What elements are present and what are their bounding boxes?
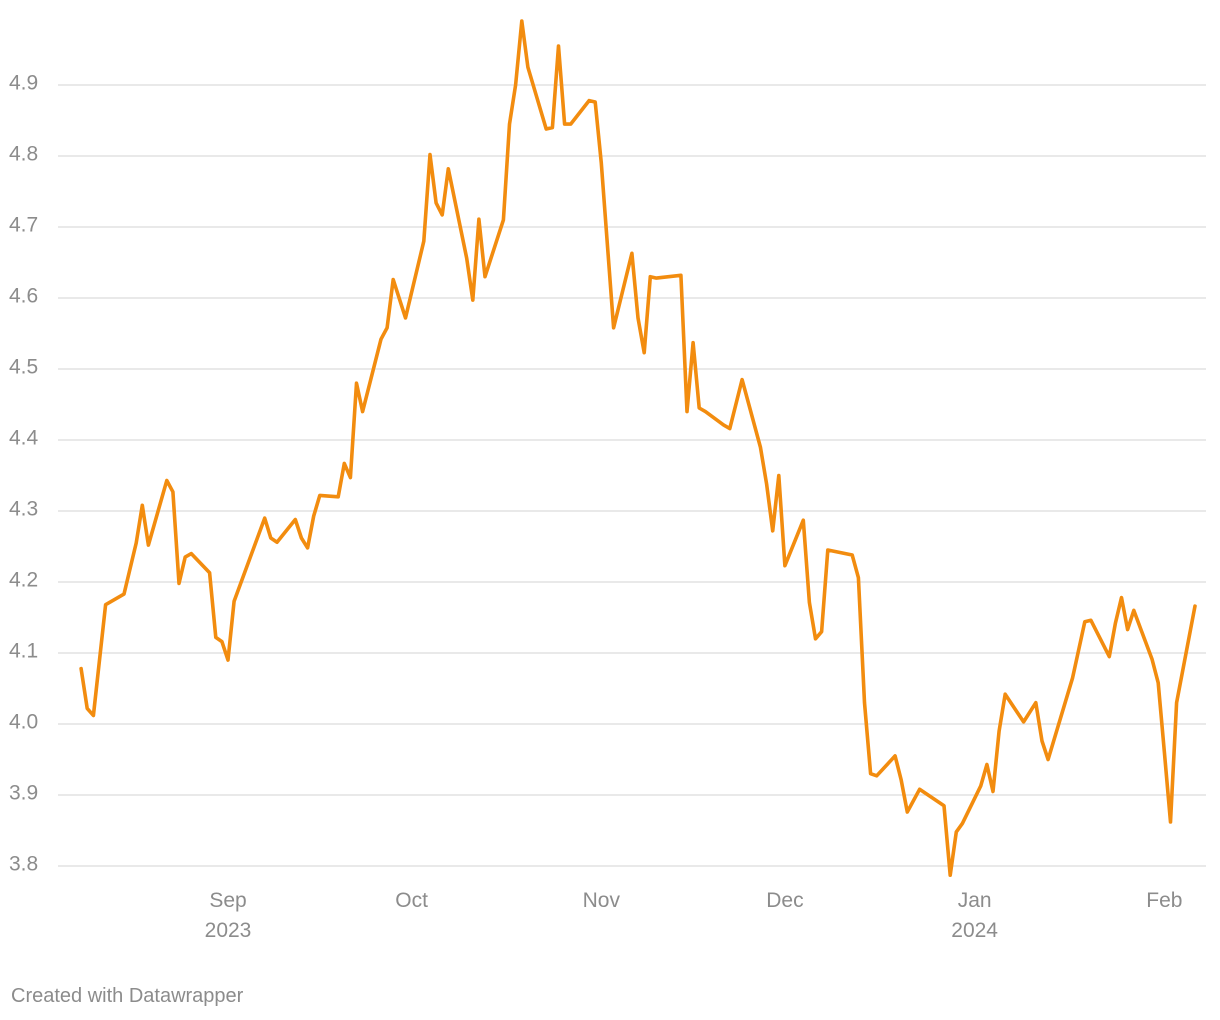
y-tick-label: 4.3: [9, 498, 38, 521]
y-tick-label: 4.1: [9, 640, 38, 663]
y-tick-label: 4.8: [9, 143, 38, 166]
y-tick-label: 3.8: [9, 853, 38, 876]
x-tick-label: Sep: [209, 889, 246, 912]
series-line: [79, 19, 1197, 877]
grid-lines: [58, 84, 1206, 867]
x-tick-label: Feb: [1146, 889, 1182, 912]
y-tick-label: 4.5: [9, 356, 38, 379]
y-tick-label: 3.9: [9, 782, 38, 805]
x-axis-ticks: Sep 2023 Oct Nov Dec Jan 2024 Feb: [205, 889, 1183, 942]
x-tick-label: Oct: [395, 889, 428, 912]
y-tick-label: 4.9: [9, 72, 38, 95]
y-axis-ticks: 4.9 4.8 4.7 4.6 4.5 4.4 4.3 4.2 4.1 4.0 3.9 3.8: [9, 72, 39, 876]
line-chart: 4.9 4.8 4.7 4.6 4.5 4.4 4.3 4.2 4.1 4.0 3.9 3.8 Sep…: [9, 19, 1206, 942]
y-tick-label: 4.7: [9, 214, 38, 237]
credit-text: Created with Datawrapper: [11, 985, 244, 1007]
x-tick-label: Dec: [766, 889, 803, 912]
y-tick-label: 4.4: [9, 427, 39, 450]
x-tick-label: Jan: [958, 889, 992, 912]
data-points: [81, 21, 1196, 876]
y-tick-label: 4.0: [9, 711, 38, 734]
x-tick-year-label: 2024: [951, 919, 998, 942]
y-tick-label: 4.6: [9, 285, 38, 308]
x-tick-label: Nov: [583, 889, 621, 912]
y-tick-label: 4.2: [9, 569, 38, 592]
x-tick-year-label: 2023: [205, 919, 252, 942]
